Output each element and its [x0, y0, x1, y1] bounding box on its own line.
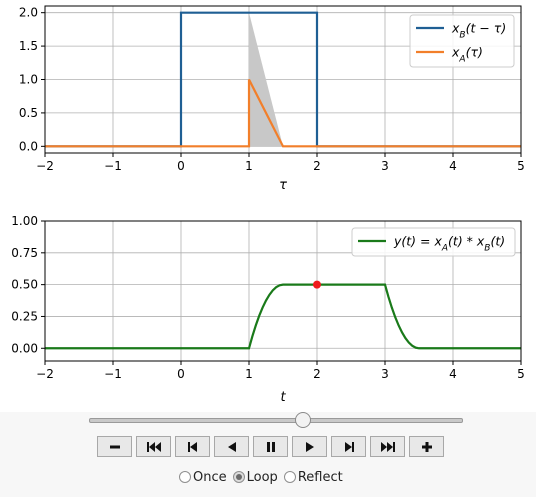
x-tick-label: −2	[36, 367, 54, 381]
y-tick-label: 2.0	[19, 6, 38, 20]
decrease-speed-button[interactable]	[97, 436, 132, 457]
mode-label: Reflect	[298, 470, 343, 485]
skip-to-end-icon	[379, 439, 397, 455]
increase-speed-button[interactable]	[409, 436, 444, 457]
mode-option-loop[interactable]: Loop	[233, 470, 278, 485]
play-reverse-icon	[223, 439, 241, 455]
y-tick-label: 0.5	[19, 106, 38, 120]
y-tick-label: 0.25	[11, 309, 38, 323]
play-icon	[301, 439, 319, 455]
frame-slider-thumb[interactable]	[295, 412, 311, 428]
y-tick-label: 1.5	[19, 39, 38, 53]
pause-icon	[262, 439, 280, 455]
pause-button[interactable]	[253, 436, 288, 457]
last-frame-button[interactable]	[370, 436, 405, 457]
y-tick-label: 1.0	[19, 73, 38, 87]
step-forward-button[interactable]	[331, 436, 366, 457]
x-axis-label: t	[280, 390, 286, 405]
radio-once[interactable]	[179, 471, 191, 483]
x-tick-label: −1	[104, 159, 122, 173]
step-back-button[interactable]	[175, 436, 210, 457]
animation-controls: Once Loop Reflect	[0, 412, 536, 497]
current-time-marker	[313, 281, 321, 289]
x-tick-label: 3	[381, 367, 389, 381]
radio-reflect[interactable]	[284, 471, 296, 483]
skip-to-start-icon	[145, 439, 163, 455]
x-tick-label: 2	[313, 367, 321, 381]
y-tick-label: 0.00	[11, 341, 38, 355]
mode-option-reflect[interactable]: Reflect	[284, 470, 343, 485]
plus-icon	[418, 439, 436, 455]
step-forward-icon	[340, 439, 358, 455]
x-tick-label: 4	[449, 159, 457, 173]
step-back-icon	[184, 439, 202, 455]
frame-slider-track[interactable]	[89, 418, 463, 423]
y-tick-label: 1.00	[11, 214, 38, 228]
y-tick-label: 0.75	[11, 246, 38, 260]
first-frame-button[interactable]	[136, 436, 171, 457]
y-tick-label: 0.0	[19, 139, 38, 153]
x-tick-label: 1	[245, 367, 253, 381]
mode-label: Once	[193, 470, 227, 485]
mode-label: Loop	[247, 470, 278, 485]
playback-buttons	[97, 436, 444, 457]
minus-icon	[106, 439, 124, 455]
radio-loop[interactable]	[233, 471, 245, 483]
x-axis-label: τ	[279, 178, 287, 193]
x-tick-label: −2	[36, 159, 54, 173]
x-tick-label: 2	[313, 159, 321, 173]
x-tick-label: 3	[381, 159, 389, 173]
x-tick-label: 4	[449, 367, 457, 381]
x-tick-label: −1	[104, 367, 122, 381]
x-tick-label: 5	[517, 367, 525, 381]
play-reverse-button[interactable]	[214, 436, 249, 457]
play-button[interactable]	[292, 436, 327, 457]
y-tick-label: 0.50	[11, 278, 38, 292]
x-tick-label: 1	[245, 159, 253, 173]
x-tick-label: 0	[177, 159, 185, 173]
x-tick-label: 0	[177, 367, 185, 381]
x-tick-label: 5	[517, 159, 525, 173]
mode-option-once[interactable]: Once	[179, 470, 227, 485]
loop-mode-group: Once Loop Reflect	[179, 468, 349, 486]
